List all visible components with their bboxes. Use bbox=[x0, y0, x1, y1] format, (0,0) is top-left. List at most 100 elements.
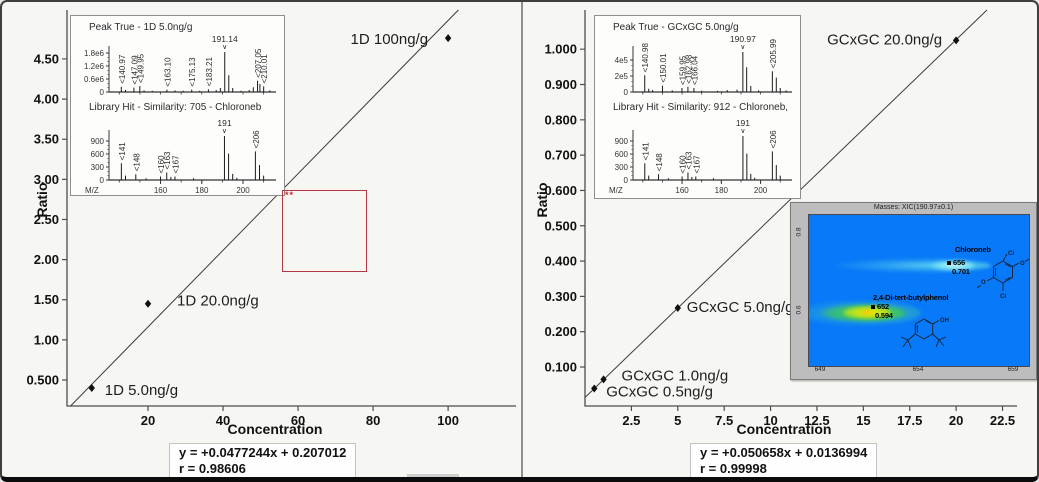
spectrum-y-tick: 0 bbox=[100, 176, 105, 185]
calibration-panel-gcxgc: 0.100 0.200 0.300 0.400 0.500 0.600 0.700 0.800… bbox=[521, 2, 1037, 477]
spectrum-y-tick: 1.8e6 bbox=[84, 49, 105, 58]
peak-label: <147.09 bbox=[130, 55, 139, 85]
contour-plot-area: Chloroneb 656 0.701 Cl O O bbox=[808, 214, 1030, 367]
x-tick-label: 10 bbox=[763, 413, 777, 428]
correlation-line: r = 0.98606 bbox=[179, 461, 246, 476]
equation-box-gcxgc: y = +0.050658x + 0.0136994 r = 0.99998 bbox=[690, 443, 878, 477]
spectrum-y-tick: 0 bbox=[624, 88, 629, 97]
data-point bbox=[600, 375, 607, 384]
peak-marker-icon bbox=[871, 305, 875, 310]
y-tick-label: 1.000 bbox=[544, 42, 577, 57]
peak-label: <163 bbox=[163, 151, 172, 170]
spectrum-y-tick: 300 bbox=[615, 163, 629, 172]
peak-label: <148 bbox=[132, 153, 141, 172]
data-point bbox=[952, 36, 960, 45]
fit-line bbox=[584, 9, 988, 398]
y-tick-label: 3.50 bbox=[34, 132, 59, 147]
data-point bbox=[444, 34, 452, 43]
x-tick-label: 12.5 bbox=[804, 413, 829, 428]
contour-peak-marker: 656 bbox=[947, 259, 965, 267]
chloroneb-blob-core bbox=[931, 260, 975, 271]
peak-label: <167 bbox=[171, 155, 180, 174]
svg-text:∨: ∨ bbox=[222, 128, 227, 135]
spectrum-y-tick: 2e5 bbox=[615, 72, 629, 81]
contour-peak-marker: 652 bbox=[871, 303, 889, 311]
axes bbox=[66, 10, 516, 407]
data-point-label: 1D 5.0ng/g bbox=[105, 382, 178, 399]
data-point-label: 1D 20.0ng/g bbox=[177, 293, 259, 310]
spectrum-title: Library Hit - Similarity: 912 - Chlorone… bbox=[613, 102, 788, 113]
contour-plot-window: Masses: XIC(190.97±0.1) Chloroneb 656 0.… bbox=[790, 202, 1037, 380]
peak-label: <148 bbox=[655, 153, 664, 172]
y-tick-label: 0.600 bbox=[544, 183, 577, 198]
spectra-inset-plot-gcxgc: Peak True - GCxGC 5.0ng/g 4e5 2e5 0 <140.98 <… bbox=[609, 22, 792, 195]
y-tick-label: 0.500 bbox=[544, 218, 577, 233]
spectrum-y-tick: 0 bbox=[100, 88, 105, 97]
spectrum-x-tick: 200 bbox=[236, 186, 250, 195]
fit-line bbox=[70, 9, 459, 407]
peak-label: <140.97 bbox=[118, 54, 127, 84]
equation-box-1d: y = +0.0477244x + 0.207012 r = 0.98606 bbox=[169, 443, 357, 477]
annotation-asterisks: ** bbox=[285, 190, 295, 200]
spectrum-title: Peak True - GCxGC 5.0ng/g bbox=[613, 22, 739, 33]
peak-label: <207.05 bbox=[254, 48, 263, 78]
mz-axis-label: M/Z bbox=[85, 186, 99, 195]
y-tick-label: 4.50 bbox=[34, 51, 59, 66]
butylphenol-structure-icon: OH bbox=[900, 318, 949, 349]
peak-label: <160 bbox=[679, 155, 688, 174]
svg-text:∨: ∨ bbox=[740, 128, 745, 135]
spectrum-x-tick: 200 bbox=[754, 186, 768, 195]
data-point-label: GCxGC 5.0ng/g bbox=[687, 299, 794, 316]
peak-label: <141 bbox=[641, 142, 650, 161]
peak-label: <163 bbox=[684, 151, 693, 170]
calibration-panel-1d: 0.500 1.00 1.50 2.00 2.50 3.00 3.50 4.00 4.50 20 4… bbox=[2, 2, 521, 477]
x-tick-label: 20 bbox=[141, 413, 155, 428]
mz-axis-label: M/Z bbox=[609, 186, 623, 195]
base-peak-label: 191 bbox=[736, 118, 750, 128]
data-point-label: 1D 100ng/g bbox=[351, 31, 429, 48]
concentration-axis-label: Concentration bbox=[227, 421, 323, 437]
peak-label: <183.21 bbox=[205, 57, 214, 87]
spectrum-title: Library Hit - Similarity: 705 - Chlorone… bbox=[89, 102, 262, 113]
svg-text:O: O bbox=[981, 280, 986, 286]
spectrum-y-tick: 0.6e6 bbox=[84, 75, 105, 84]
x-tick-label: 5 bbox=[674, 413, 681, 428]
contour-x-tick: 659 bbox=[1007, 366, 1019, 373]
x-tick-label: 7.5 bbox=[715, 413, 733, 428]
peak-label: <150.01 bbox=[659, 53, 668, 83]
base-peak-label: 190.97 bbox=[730, 34, 756, 44]
ratio-axis-label: Ratio bbox=[34, 182, 50, 218]
data-point bbox=[144, 299, 152, 308]
peak-label: <210.01 bbox=[260, 54, 269, 84]
svg-text:∨: ∨ bbox=[222, 44, 227, 51]
contour-peak-name: 2,4-Di-tert-butylphenol bbox=[873, 293, 949, 302]
y-tick-label: 3.00 bbox=[34, 172, 59, 187]
spectrum-x-tick: 160 bbox=[154, 186, 168, 195]
peak-label: <140.98 bbox=[641, 43, 650, 73]
contour-x-tick: 654 bbox=[912, 366, 924, 373]
y-tick-label: 0.400 bbox=[544, 254, 577, 269]
x-tick-label: 2.5 bbox=[622, 413, 640, 428]
spectrum-x-tick: 180 bbox=[715, 186, 729, 195]
butylphenol-blob-apex bbox=[859, 309, 875, 316]
y-tick-label: 2.00 bbox=[34, 252, 59, 267]
x-tick-label: 20 bbox=[949, 413, 963, 428]
calibration-plot-gcxgc: 0.1000.2000.3000.4000.5000.6000.7000.800… bbox=[544, 9, 1017, 428]
y-tick-label: 1.50 bbox=[34, 292, 59, 307]
y-tick-label: 0.700 bbox=[544, 148, 577, 163]
peak-label: <166.04 bbox=[690, 55, 699, 85]
svg-text:OH: OH bbox=[940, 318, 949, 324]
contour-peak-value: 0.701 bbox=[952, 267, 970, 276]
data-point-label: GCxGC 20.0ng/g bbox=[827, 31, 942, 48]
spectrum-x-tick: 160 bbox=[675, 186, 689, 195]
spectrum-y-tick: 0 bbox=[624, 176, 629, 185]
peak-label: <205.99 bbox=[769, 39, 778, 69]
peak-label: <141 bbox=[118, 142, 127, 161]
x-tick-label: 100 bbox=[437, 413, 459, 428]
x-tick-label: 60 bbox=[291, 413, 305, 428]
equation-line: y = +0.0477244x + 0.207012 bbox=[179, 445, 347, 460]
spectrum-y-tick: 300 bbox=[91, 163, 105, 172]
svg-text:Cl: Cl bbox=[1008, 251, 1014, 257]
spectrum-title: Peak True - 1D 5.0ng/g bbox=[89, 22, 192, 33]
